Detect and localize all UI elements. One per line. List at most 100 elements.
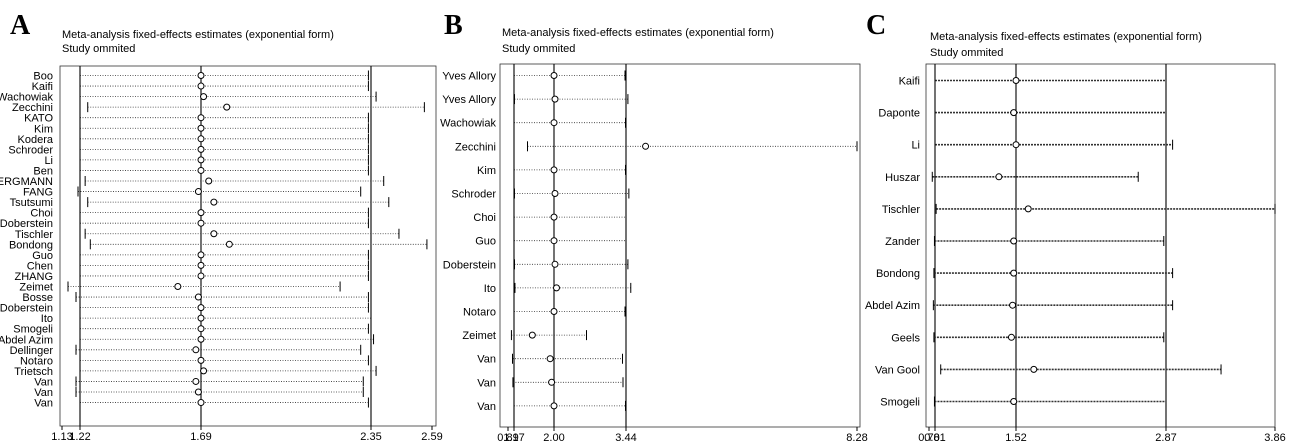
point-estimate <box>550 237 558 245</box>
study-label: Abdel Azim <box>0 334 53 346</box>
study-row: Van <box>477 377 624 389</box>
x-tick-label: 1.69 <box>190 431 211 443</box>
point-estimate <box>192 346 200 354</box>
panel-b: B Meta-analysis fixed-effects estimates (… <box>440 10 868 444</box>
study-row: Dellinger <box>10 344 362 357</box>
x-tick-label: 2.87 <box>1155 432 1176 444</box>
point-estimate <box>197 304 205 312</box>
point-estimate <box>210 198 218 206</box>
study-row: Tischler <box>15 228 400 241</box>
study-label: Bosse <box>22 292 53 304</box>
point-estimate <box>194 188 202 196</box>
point-estimate <box>528 331 536 339</box>
study-label: Yves Allory <box>442 94 496 106</box>
point-estimate <box>197 314 205 322</box>
study-label: Van <box>477 354 496 366</box>
study-row: Daponte <box>878 107 1167 120</box>
study-row: Zander <box>885 236 1165 248</box>
point-estimate <box>550 213 558 221</box>
study-label: Van <box>34 387 53 399</box>
point-estimate <box>642 142 650 150</box>
point-estimate <box>551 190 559 197</box>
study-label: Guo <box>475 236 496 248</box>
point-estimate <box>550 119 558 127</box>
point-estimate <box>1012 141 1020 149</box>
study-row: Huszar <box>885 171 1139 184</box>
study-label: Kaifi <box>899 76 920 88</box>
study-row: Choi <box>473 212 627 224</box>
point-estimate <box>197 156 205 164</box>
x-tick-label: 0.89 <box>497 432 518 444</box>
x-tick-label: 3.44 <box>615 432 636 444</box>
study-label: Van <box>477 377 496 389</box>
study-row: Bondong <box>9 239 428 251</box>
study-row: Kodera <box>18 133 369 146</box>
point-estimate <box>174 283 182 290</box>
study-label: Schroder <box>451 189 496 201</box>
study-row: Doberstein <box>0 218 369 230</box>
study-row: BERGMANN <box>0 176 385 188</box>
point-estimate <box>546 355 554 363</box>
point-estimate <box>197 145 205 153</box>
study-row: Zeimet <box>19 281 341 294</box>
study-row: Kaifi <box>32 81 369 93</box>
study-row: Van <box>34 387 364 399</box>
study-label: Li <box>911 140 920 152</box>
point-estimate <box>194 388 202 396</box>
point-estimate <box>197 72 205 79</box>
study-row: Ben <box>33 165 369 177</box>
x-tick-label: 1.22 <box>69 431 90 443</box>
point-estimate <box>197 335 205 343</box>
point-estimate <box>548 378 556 386</box>
panel-c: C Meta-analysis fixed-effects estimates (… <box>865 10 1286 444</box>
study-label: Tischler <box>15 229 53 241</box>
point-estimate <box>1010 269 1018 277</box>
study-label: Wachowiak <box>0 92 53 104</box>
study-row: Kim <box>34 123 369 135</box>
study-row: Yves Allory <box>442 70 626 83</box>
study-label: Kim <box>477 165 496 177</box>
study-row: FANG <box>23 186 362 199</box>
point-estimate <box>205 177 213 185</box>
point-estimate <box>995 173 1003 181</box>
chart-subtitle: Study ommited <box>930 47 1003 59</box>
panel-letter: A <box>10 10 31 41</box>
point-estimate <box>1010 237 1018 245</box>
point-estimate <box>1024 205 1032 213</box>
study-label: ZHANG <box>15 271 54 283</box>
study-label: Bondong <box>876 268 920 280</box>
point-estimate <box>1012 77 1020 84</box>
chart-subtitle: Study ommited <box>62 43 135 55</box>
study-label: Daponte <box>878 108 920 120</box>
point-estimate <box>225 240 233 248</box>
study-row: Van <box>477 353 623 366</box>
study-row: Bondong <box>876 268 1174 280</box>
study-row: Notaro <box>463 306 626 319</box>
x-tick-label: 2.59 <box>421 431 442 443</box>
point-estimate <box>197 114 205 122</box>
study-label: Guo <box>32 250 53 262</box>
plot-frame <box>499 63 861 428</box>
study-row: Bosse <box>22 292 369 304</box>
study-label: Trietsch <box>14 366 53 378</box>
study-label: Tsutsumi <box>10 197 53 209</box>
point-estimate <box>1010 109 1018 117</box>
study-row: Kim <box>477 164 626 177</box>
study-label: Van <box>34 376 53 388</box>
chart-title: Meta-analysis fixed-effects estimates (e… <box>502 27 774 39</box>
study-label: Kaifi <box>32 81 53 93</box>
study-label: Notaro <box>20 355 53 367</box>
x-tick-label: 1.13 <box>51 431 72 443</box>
study-row: Zecchini <box>12 102 425 114</box>
study-row: Van <box>477 400 626 413</box>
study-label: Zeimet <box>19 282 53 294</box>
point-estimate <box>197 399 205 407</box>
point-estimate <box>197 135 205 143</box>
point-estimate <box>1009 301 1017 309</box>
point-estimate <box>551 95 559 103</box>
point-estimate <box>550 402 558 410</box>
study-row: Van <box>34 397 369 410</box>
point-estimate <box>553 284 560 292</box>
study-label: Huszar <box>885 172 920 184</box>
